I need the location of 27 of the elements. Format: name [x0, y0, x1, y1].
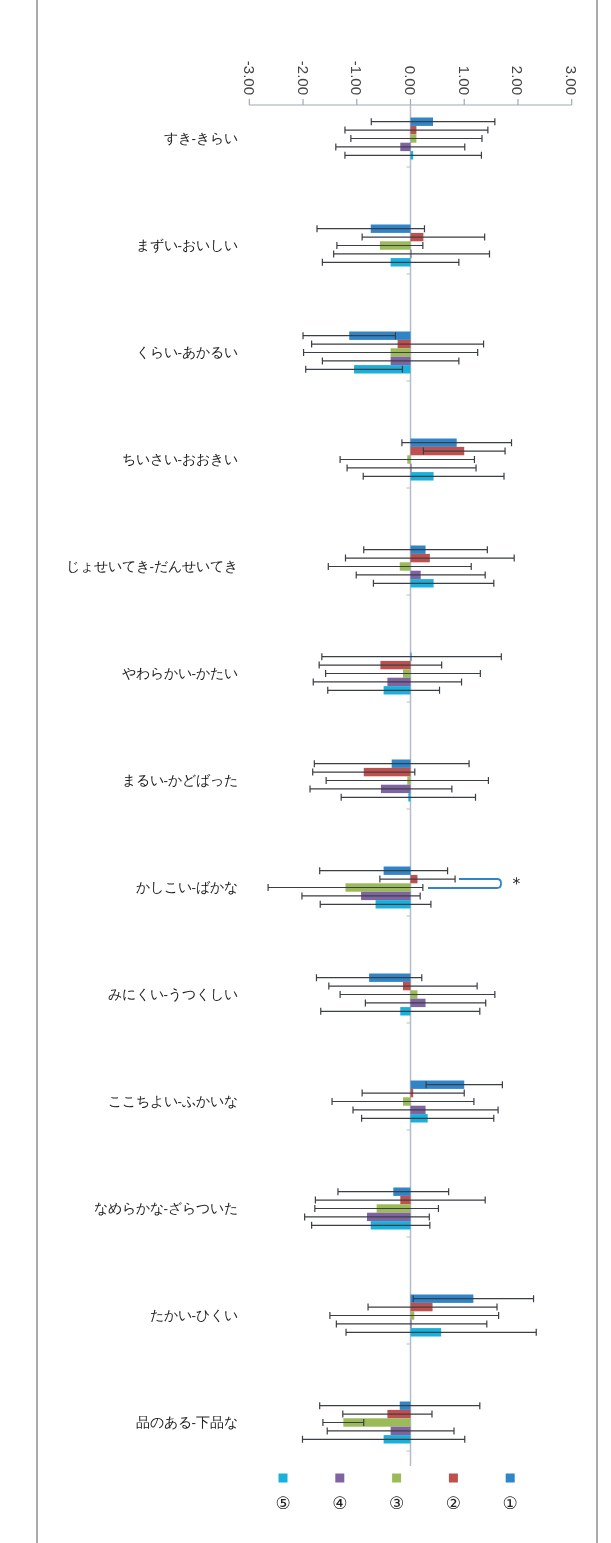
y-tick-label: くらい-あかるい: [135, 345, 238, 360]
x-tick-label: 1.00: [455, 65, 473, 95]
x-tick-label: 2.00: [509, 65, 527, 95]
y-tick-label: かしこい-ばかな: [135, 880, 238, 895]
y-tick-label: すき-きらい: [163, 131, 238, 146]
x-tick-label: 3.00: [563, 65, 581, 95]
x-tick-label: -3.00: [240, 60, 258, 95]
legend-label: ⑤: [275, 1493, 291, 1513]
legend-label: ③: [388, 1493, 405, 1513]
y-tick-label: なめらかな-ざらついた: [93, 1201, 238, 1216]
x-tick-label: -2.00: [294, 60, 312, 95]
y-tick-label: ここちよい-ふかいな: [107, 1094, 238, 1109]
y-tick-label: みにくい-うつくしい: [107, 987, 238, 1002]
x-tick-label: 0.00: [402, 65, 419, 95]
y-tick-label: じょせいてき-だんせいてき: [65, 559, 238, 574]
legend-label: ④: [332, 1493, 348, 1513]
y-tick-label: まずい-おいしい: [135, 238, 238, 253]
annotation: ＊: [507, 874, 525, 893]
y-tick-label: たかい-ひくい: [149, 1308, 238, 1323]
y-tick-label: まるい-かどばった: [121, 773, 238, 788]
x-tick-label: -1.00: [348, 60, 366, 95]
legend-label: ②: [445, 1493, 462, 1513]
legend-label: ①: [502, 1493, 518, 1513]
y-tick-label: やわらかい-かたい: [121, 666, 238, 681]
y-tick-label: 品のある-下品な: [135, 1415, 238, 1430]
y-tick-label: ちいさい-おおきい: [121, 452, 238, 467]
bar: [343, 1418, 411, 1427]
